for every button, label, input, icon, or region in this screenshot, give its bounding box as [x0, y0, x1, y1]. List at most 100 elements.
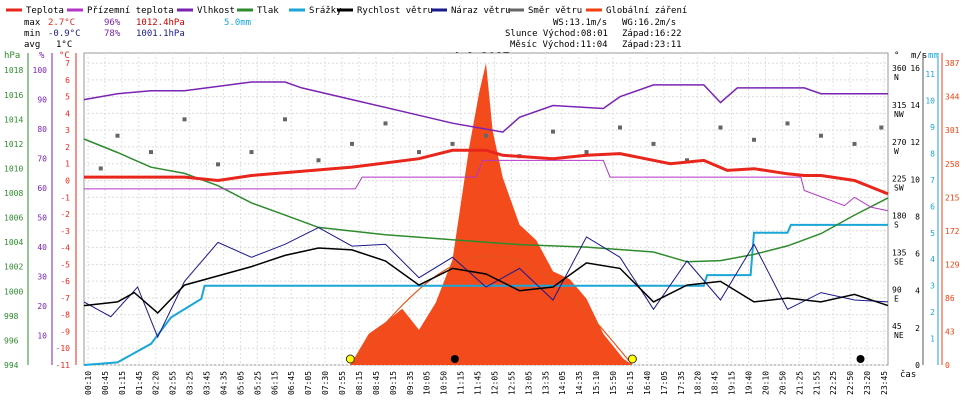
x-tick-label: 19:40 [745, 371, 754, 395]
ms-tick: 12 [910, 138, 920, 147]
x-tick-label: 13:05 [524, 371, 533, 395]
celsius-tick: -7 [60, 294, 70, 303]
wm2-tick: 344 [945, 93, 960, 102]
celsius-tick: -11 [56, 361, 71, 370]
wm2-tick: 0 [945, 361, 950, 370]
mm-tick: 5 [930, 229, 935, 238]
legend-entry: Směr větru [528, 6, 582, 16]
wind-direction-point [182, 117, 187, 122]
hpa-axis-label: hPa [4, 51, 20, 61]
x-tick-label: 19:15 [728, 371, 737, 395]
wind-direction-point [752, 137, 756, 142]
wind-gust-line [83, 227, 889, 339]
x-tick-label: 00:45 [101, 371, 110, 395]
x-axis-label: čas [900, 369, 916, 380]
direction-name: N [894, 73, 899, 82]
celsius-tick: 4 [65, 109, 70, 118]
info-moon: Měsíc Východ:11:04 [510, 40, 608, 50]
hpa-tick: 1016 [4, 91, 23, 100]
direction-tick: 270 [892, 138, 907, 147]
stats-max-rain: 5.0mm [224, 18, 251, 28]
info-sun: Slunce Východ:08:01 [505, 29, 608, 39]
stats-panel: max 2.7°C 96% 1012.4hPa 5.0mm min -0.9°C… [24, 18, 251, 50]
x-tick-label: 20:50 [778, 371, 787, 395]
mm-tick: 1 [930, 335, 935, 344]
celsius-tick: -1 [60, 193, 70, 202]
celsius-tick: -6 [60, 277, 70, 286]
moonrise-marker [450, 355, 459, 363]
x-tick-label: 17:05 [660, 371, 669, 395]
plot-area [83, 52, 889, 366]
celsius-tick: -3 [60, 227, 70, 236]
hpa-tick: 1012 [4, 140, 23, 149]
percent-tick: 30 [37, 273, 47, 282]
wind-direction-point [819, 133, 823, 138]
percent-tick: 50 [37, 214, 47, 223]
ms-tick: 2 [915, 324, 920, 333]
wind-direction-point [785, 121, 790, 126]
wind-direction-point [718, 125, 723, 130]
direction-tick: 315 [892, 101, 907, 110]
percent-tick: 80 [37, 125, 47, 134]
wind-direction-point [417, 150, 421, 155]
stats-avg-temp: 1°C [56, 40, 72, 50]
stats-max-pressure: 1012.4hPa [136, 18, 185, 28]
x-tick-label: 15:10 [592, 371, 601, 395]
percent-tick: 40 [37, 243, 47, 252]
mm-tick: 11 [925, 70, 935, 79]
mm-tick: 4 [930, 255, 935, 264]
ms-tick: 4 [915, 287, 920, 296]
celsius-tick: -10 [56, 344, 71, 353]
wm2-tick: 86 [945, 294, 955, 303]
mm-tick: 7 [930, 176, 935, 185]
left-axes: hPa9949969981000100210041006100810101012… [4, 51, 77, 370]
x-tick-label: 08:45 [372, 371, 381, 395]
x-tick-label: 18:45 [711, 371, 720, 395]
x-tick-label: 18:20 [694, 371, 703, 395]
x-tick-label: 11:15 [457, 371, 466, 395]
mm-tick: 2 [930, 308, 935, 317]
direction-tick: 360 [892, 64, 907, 73]
moonset-marker [856, 355, 865, 363]
x-tick-label: 03:45 [203, 371, 212, 395]
wm2-tick: 215 [945, 193, 960, 202]
sunset-marker [627, 354, 637, 364]
wm2-tick: 301 [945, 126, 960, 135]
mm-axis-label: mm [928, 51, 939, 61]
hpa-tick: 1006 [4, 214, 23, 223]
x-tick-label: 09:35 [406, 371, 415, 395]
solar-radiation-area [350, 63, 633, 365]
percent-tick: 90 [37, 96, 47, 105]
pressure-line [83, 138, 889, 263]
direction-name: NE [894, 331, 904, 340]
celsius-tick: -8 [60, 311, 70, 320]
solar-envelope-line [349, 255, 633, 366]
mm-tick: 9 [930, 123, 935, 132]
celsius-axis-label: °C [59, 51, 70, 61]
x-tick-label: 12:05 [490, 371, 499, 395]
direction-name: SW [894, 184, 904, 193]
hpa-tick: 998 [4, 312, 19, 321]
x-tick-label: 11:45 [474, 371, 483, 395]
hpa-tick: 994 [4, 361, 19, 370]
ms-tick: 16 [910, 64, 920, 73]
info-moonset: Západ:23:11 [622, 40, 682, 50]
wm2-tick: 129 [945, 260, 960, 269]
wind-direction-point [249, 150, 254, 155]
direction-tick: 225 [892, 175, 907, 184]
wind-direction-point [618, 125, 622, 130]
percent-tick: 20 [37, 302, 47, 311]
direction-axis-label: ° [894, 51, 899, 61]
x-tick-label: 21:55 [812, 371, 821, 395]
celsius-tick: 5 [65, 93, 70, 102]
percent-tick: 60 [37, 184, 47, 193]
x-tick-label: 04:35 [219, 371, 228, 395]
hpa-tick: 1010 [4, 164, 23, 173]
celsius-tick: 7 [65, 59, 70, 68]
wind-direction-point [685, 158, 689, 163]
sunrise-marker [345, 354, 355, 364]
x-tick-label: 08:15 [355, 371, 364, 395]
x-tick-label: 10:05 [423, 371, 432, 395]
stats-min-humidity: 78% [104, 29, 121, 39]
